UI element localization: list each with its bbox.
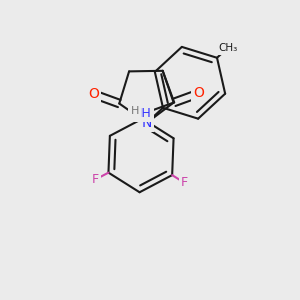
Text: H: H [130,106,139,116]
Text: N: N [142,116,152,130]
Text: O: O [88,87,99,101]
Text: O: O [194,86,204,100]
Text: F: F [181,176,188,189]
Text: CH₃: CH₃ [218,43,237,53]
Text: F: F [92,173,99,186]
Text: NH: NH [133,107,152,120]
